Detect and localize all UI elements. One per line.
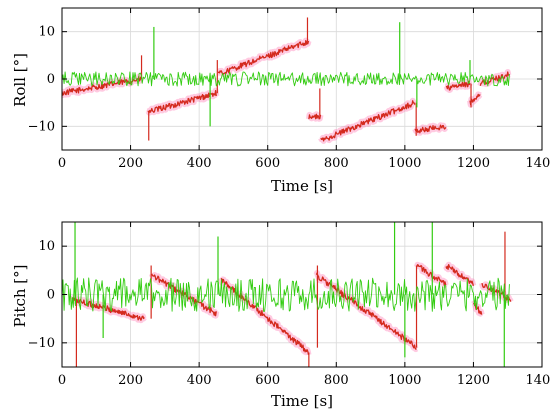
pitch-x-axis-title: Time [s] — [271, 392, 333, 410]
pitch-y-tick-label: 10 — [38, 239, 55, 254]
roll-chart: Time [s] 0 200 400 600 800 1000 1200 1400 −10 0 10… — [11, 7, 550, 195]
pitch-x-tick-label: 200 — [118, 373, 143, 388]
roll-y-tick-label: 10 — [38, 25, 55, 40]
roll-red-series-line — [445, 80, 471, 91]
pitch-x-tick-label: 1000 — [388, 373, 421, 388]
roll-y-tick-label: 0 — [47, 72, 55, 87]
roll-red-series-line — [308, 113, 322, 120]
pitch-x-tick-label: 400 — [187, 373, 212, 388]
pitch-red-series-line — [71, 297, 145, 321]
pitch-y-tick-label: 0 — [47, 288, 55, 303]
roll-y-axis-title: Roll [°] — [11, 53, 29, 107]
roll-red-series-line — [469, 93, 481, 106]
roll-x-tick-label: 0 — [58, 156, 66, 171]
pitch-red-series-line — [445, 264, 475, 286]
roll-x-tick-label: 1200 — [457, 156, 490, 171]
roll-y-tick-label: −10 — [28, 119, 55, 134]
pitch-x-tick-label: 0 — [58, 373, 66, 388]
roll-green-series-line — [62, 71, 510, 87]
roll-x-tick-label: 800 — [324, 156, 349, 171]
roll-x-tick-label: 400 — [187, 156, 212, 171]
roll-x-tick-label: 200 — [118, 156, 143, 171]
pitch-y-axis-title: Pitch [°] — [11, 265, 29, 328]
roll-x-tick-label: 1000 — [388, 156, 421, 171]
pitch-x-tick-label: 600 — [255, 373, 280, 388]
roll-x-tick-label: 600 — [255, 156, 280, 171]
pitch-green-series-line — [62, 277, 510, 312]
pitch-x-tick-label: 800 — [324, 373, 349, 388]
pitch-y-tick-label: −10 — [28, 336, 55, 351]
pitch-chart: Time [s] 0 200 400 600 800 1000 1200 1400 −10 0 10… — [11, 221, 550, 410]
roll-plot-area — [62, 17, 512, 144]
roll-red-series-line — [62, 75, 142, 96]
roll-red-series-line — [320, 100, 416, 142]
roll-red-series-line — [147, 89, 217, 114]
roll-x-tick-label: 1400 — [525, 156, 550, 171]
pitch-plot-area — [62, 222, 514, 367]
roll-red-series-line — [414, 124, 447, 134]
pitch-red-series-line — [416, 264, 447, 286]
pitch-x-tick-label: 1400 — [525, 373, 550, 388]
pitch-red-series-line — [315, 272, 417, 350]
pitch-x-tick-label: 1200 — [457, 373, 490, 388]
roll-x-axis-title: Time [s] — [271, 177, 333, 195]
roll-red-series-line — [218, 39, 310, 75]
